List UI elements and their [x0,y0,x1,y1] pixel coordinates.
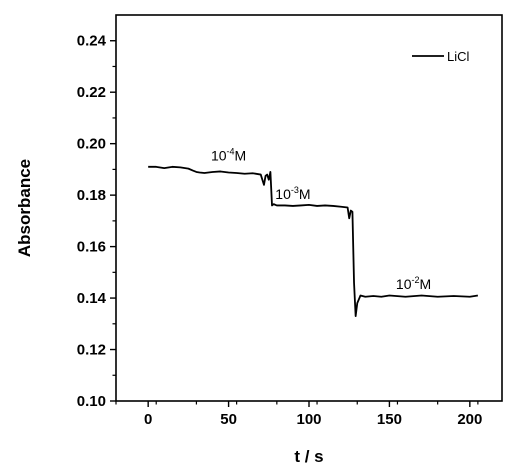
y-tick-label: 0.18 [77,187,106,204]
y-axis-label: Absorbance [15,159,34,257]
y-tick-label: 0.24 [77,33,107,50]
x-tick-label: 200 [457,411,482,428]
series-line-licl [148,165,479,317]
concentration-annotation: 10-3M [275,185,310,202]
concentration-annotation: 10-4M [211,146,246,163]
x-axis-label: t / s [294,447,323,466]
y-tick-label: 0.10 [77,393,106,410]
legend: LiCl [412,49,470,64]
ticks-layer [110,40,479,407]
x-tick-label: 0 [144,411,152,428]
data-layer [148,165,479,317]
labels-layer: 0 50 100 150 200 0.10 0.12 0.14 0.16 0.18 0.20 0.22… [77,33,483,428]
y-tick-label: 0.22 [77,84,106,101]
concentration-annotation: 10-2M [396,275,431,292]
y-tick-label: 0.16 [77,239,106,256]
x-tick-label: 100 [296,411,321,428]
y-tick-label: 0.12 [77,342,106,359]
legend-label-licl: LiCl [447,49,470,64]
y-tick-label: 0.14 [77,290,107,307]
annotations: 10-4M 10-3M 10-2M [211,146,431,292]
y-tick-label: 0.20 [77,136,106,153]
x-tick-label: 150 [377,411,402,428]
x-tick-label: 50 [220,411,237,428]
